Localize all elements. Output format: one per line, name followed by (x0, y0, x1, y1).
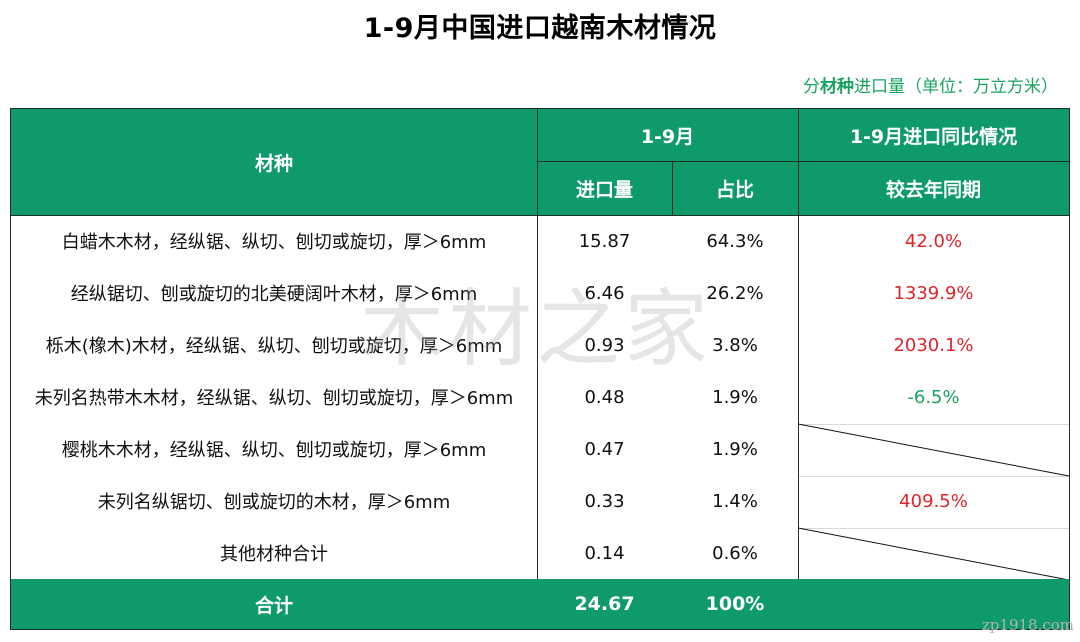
unit-suffix: 进口量（单位：万立方米） (854, 77, 1058, 97)
row-share: 1.9% (712, 438, 758, 460)
header-yoy-group: 1-9月进口同比情况 (798, 109, 1069, 162)
row-material: 白蜡木木材，经纵锯、纵切、刨切或旋切，厚＞6mm (61, 232, 487, 253)
total-row-bg (11, 579, 1069, 629)
row-share: 0.6% (712, 542, 758, 564)
row-volume: 6.46 (584, 282, 625, 304)
row-yoy: 1339.9% (893, 282, 974, 304)
row-volume: 0.14 (584, 542, 625, 564)
header-vs-last-year: 较去年同期 (798, 162, 1069, 215)
empty-cell-slash (797, 423, 1070, 477)
row-volume: 0.33 (584, 490, 625, 512)
total-share: 100% (705, 593, 765, 615)
row-material: 栎木(橡木)木材，经纵锯、纵切、刨切或旋切，厚＞6mm (45, 336, 503, 357)
header-period: 1-9月 (537, 109, 798, 162)
unit-bold: 材种 (820, 77, 854, 97)
unit-note: 分材种进口量（单位：万立方米） (803, 72, 1058, 97)
row-yoy: 409.5% (899, 490, 968, 512)
row-yoy: 2030.1% (893, 334, 974, 356)
row-share: 3.8% (712, 334, 758, 356)
header-share: 占比 (672, 162, 798, 215)
row-share: 26.2% (706, 282, 764, 304)
total-volume: 24.67 (574, 593, 635, 615)
row-material: 未列名热带木木材，经纵锯、纵切、刨切或旋切，厚＞6mm (34, 388, 514, 409)
page-title: 1-9月中国进口越南木材情况 (363, 13, 717, 44)
row-yoy: 42.0% (904, 230, 963, 252)
site-mark: zp1918.com (981, 616, 1074, 634)
row-material: 樱桃木木材，经纵锯、纵切、刨切或旋切，厚＞6mm (61, 440, 487, 461)
total-label: 合计 (254, 594, 293, 617)
import-table: 材种 1-9月 1-9月进口同比情况 进口量 占比 较去年同期 白蜡木木材，经纵… (10, 108, 1070, 630)
row-material: 未列名纵锯切、刨或旋切的木材，厚＞6mm (97, 492, 451, 513)
row-yoy: -6.5% (907, 386, 960, 408)
row-share: 1.9% (712, 386, 758, 408)
row-material: 其他材种合计 (220, 544, 328, 565)
row-volume: 0.47 (584, 438, 625, 460)
unit-prefix: 分 (803, 77, 820, 97)
empty-cell-slash (797, 527, 1070, 581)
header-material: 材种 (11, 109, 537, 215)
row-volume: 15.87 (578, 230, 631, 252)
row-material: 经纵锯切、刨或旋切的北美硬阔叶木材，厚＞6mm (70, 284, 478, 305)
header-import-volume: 进口量 (537, 162, 672, 215)
row-volume: 0.48 (584, 386, 625, 408)
row-volume: 0.93 (584, 334, 625, 356)
row-share: 64.3% (706, 230, 764, 252)
row-share: 1.4% (712, 490, 758, 512)
